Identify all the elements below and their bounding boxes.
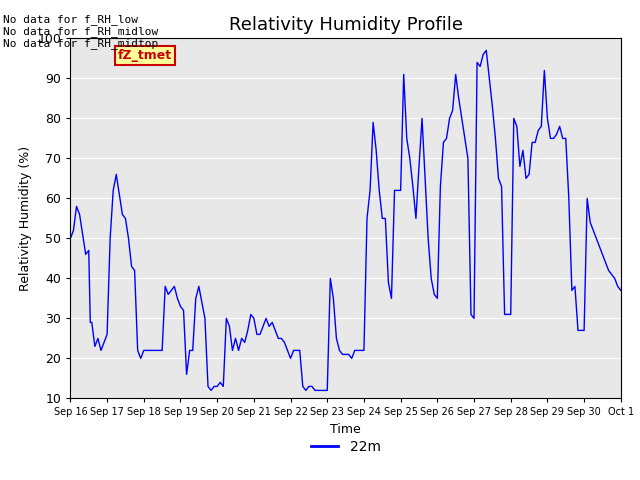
- Text: fZ_tmet: fZ_tmet: [118, 49, 172, 62]
- Text: No data for f_RH_midtop: No data for f_RH_midtop: [3, 37, 159, 48]
- Legend: 22m: 22m: [305, 435, 386, 460]
- X-axis label: Time: Time: [330, 423, 361, 436]
- Text: No data for f_RH_midlow: No data for f_RH_midlow: [3, 25, 159, 36]
- Title: Relativity Humidity Profile: Relativity Humidity Profile: [228, 16, 463, 34]
- Y-axis label: Relativity Humidity (%): Relativity Humidity (%): [19, 146, 32, 291]
- Text: No data for f_RH_low: No data for f_RH_low: [3, 13, 138, 24]
